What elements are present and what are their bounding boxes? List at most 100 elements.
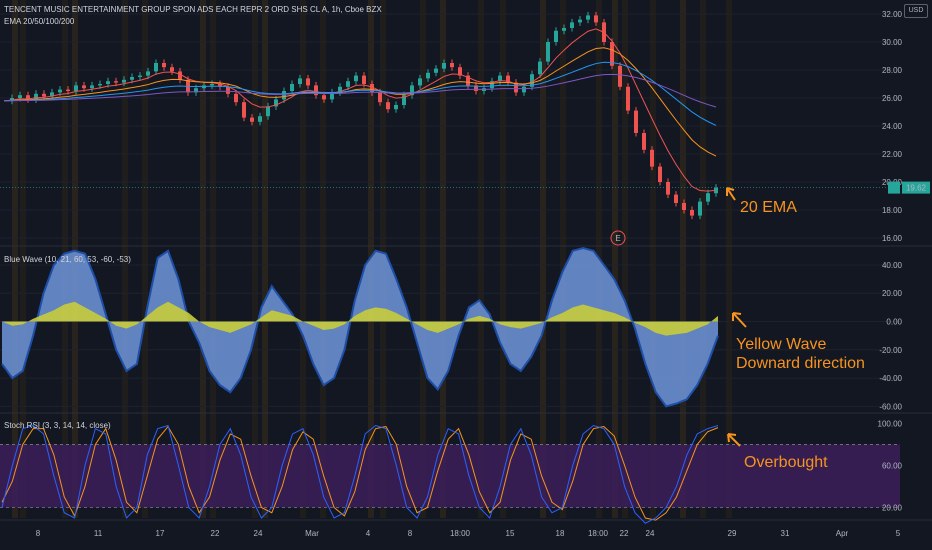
session-stripe	[478, 0, 484, 518]
candle-body	[322, 95, 326, 100]
candle-body	[42, 93, 46, 97]
candle-body	[706, 193, 710, 202]
candle-body	[410, 85, 414, 96]
time-tick-label: 31	[781, 529, 790, 538]
time-tick-label: 18:00	[450, 529, 471, 538]
last-price-label: 19.62	[906, 184, 927, 193]
direction-note: Downard direction	[736, 355, 865, 372]
wave-tick-label: -40.00	[879, 374, 902, 383]
session-stripe	[650, 0, 656, 518]
candle-body	[594, 15, 598, 23]
time-tick-label: 22	[620, 529, 629, 538]
time-tick-label: 22	[211, 529, 220, 538]
candle-body	[522, 86, 526, 93]
last-price-marker	[888, 181, 900, 194]
session-stripe	[142, 0, 148, 518]
candle-body	[338, 86, 342, 93]
ema-annotation: 20 EMA	[740, 199, 797, 216]
session-stripe	[612, 0, 618, 518]
stoch-band	[0, 444, 900, 508]
session-stripe	[440, 0, 446, 518]
session-stripe	[726, 0, 732, 518]
price-tick-label: 24.00	[882, 122, 903, 131]
time-tick-label: 18	[556, 529, 565, 538]
candle-body	[154, 63, 158, 72]
candle-body	[138, 75, 142, 77]
candle-body	[266, 106, 270, 117]
candle-body	[26, 95, 30, 100]
candle-body	[82, 85, 86, 89]
candle-body	[650, 149, 654, 167]
ema-arrow	[726, 187, 736, 201]
candle-body	[378, 92, 382, 103]
wave-tick-label: 20.00	[882, 289, 903, 298]
ema-line	[3, 28, 717, 192]
candle-body	[642, 133, 646, 150]
price-title: TENCENT MUSIC ENTERTAINMENT GROUP SPON A…	[4, 5, 382, 14]
candle-body	[114, 81, 118, 83]
candle-body	[74, 85, 78, 91]
stoch-tick-label: 60.00	[882, 461, 903, 470]
candle-body	[234, 93, 238, 103]
candle-body	[50, 92, 54, 97]
session-stripe	[210, 0, 216, 518]
price-tick-label: 16.00	[882, 234, 903, 243]
candle-body	[394, 105, 398, 110]
wave-tick-label: -20.00	[879, 346, 902, 355]
session-stripe	[200, 0, 206, 518]
candle-body	[474, 85, 478, 91]
candle-body	[426, 72, 430, 79]
candle-body	[418, 78, 422, 86]
candle-body	[130, 77, 134, 80]
event-marker	[610, 230, 626, 246]
candle-body	[690, 210, 694, 216]
currency-badge[interactable]: USD	[904, 4, 928, 18]
candle-body	[450, 63, 454, 68]
time-tick-label: 5	[896, 529, 901, 538]
candle-body	[98, 84, 102, 86]
candle-body	[346, 81, 350, 87]
candle-body	[402, 95, 406, 105]
price-tick-label: 18.00	[882, 206, 903, 215]
stoch-k-line	[1, 424, 719, 524]
candle-body	[90, 85, 94, 89]
candle-body	[490, 81, 494, 89]
candle-body	[466, 75, 470, 86]
candle-body	[58, 89, 62, 93]
session-stripe	[20, 0, 26, 518]
last-price-badge	[902, 181, 930, 194]
candle-body	[370, 84, 374, 93]
time-tick-label: 4	[366, 529, 371, 538]
yellow-wave-note: Yellow Wave	[736, 336, 827, 353]
time-tick-label: Apr	[836, 529, 849, 538]
stoch-title: Stoch RSI (3, 3, 14, 14, close)	[4, 421, 111, 430]
session-stripe	[420, 0, 426, 518]
blue-wave-line	[1, 246, 719, 408]
blue-wave-area	[2, 248, 718, 407]
session-stripe	[300, 0, 306, 518]
candle-body	[434, 68, 438, 73]
candle-body	[106, 81, 110, 84]
session-stripe	[700, 0, 706, 518]
candle-body	[290, 84, 294, 91]
candle-body	[562, 28, 566, 31]
candle-body	[458, 67, 462, 76]
candle-body	[282, 91, 286, 100]
candle-body	[314, 85, 318, 96]
candle-body	[546, 42, 550, 62]
candle-body	[10, 98, 14, 101]
candle-body	[330, 92, 334, 100]
candle-body	[178, 71, 182, 80]
time-tick-label: 17	[156, 529, 165, 538]
time-tick-label: 8	[408, 529, 413, 538]
ema-overlay-label: EMA 20/50/100/200	[4, 17, 75, 26]
time-tick-label: 24	[254, 529, 263, 538]
candle-body	[354, 75, 358, 82]
price-tick-label: 30.00	[882, 38, 903, 47]
candle-body	[506, 75, 510, 83]
candle-body	[586, 15, 590, 20]
candle-body	[274, 99, 278, 107]
ema-line	[3, 47, 717, 157]
time-tick-label: 29	[728, 529, 737, 538]
